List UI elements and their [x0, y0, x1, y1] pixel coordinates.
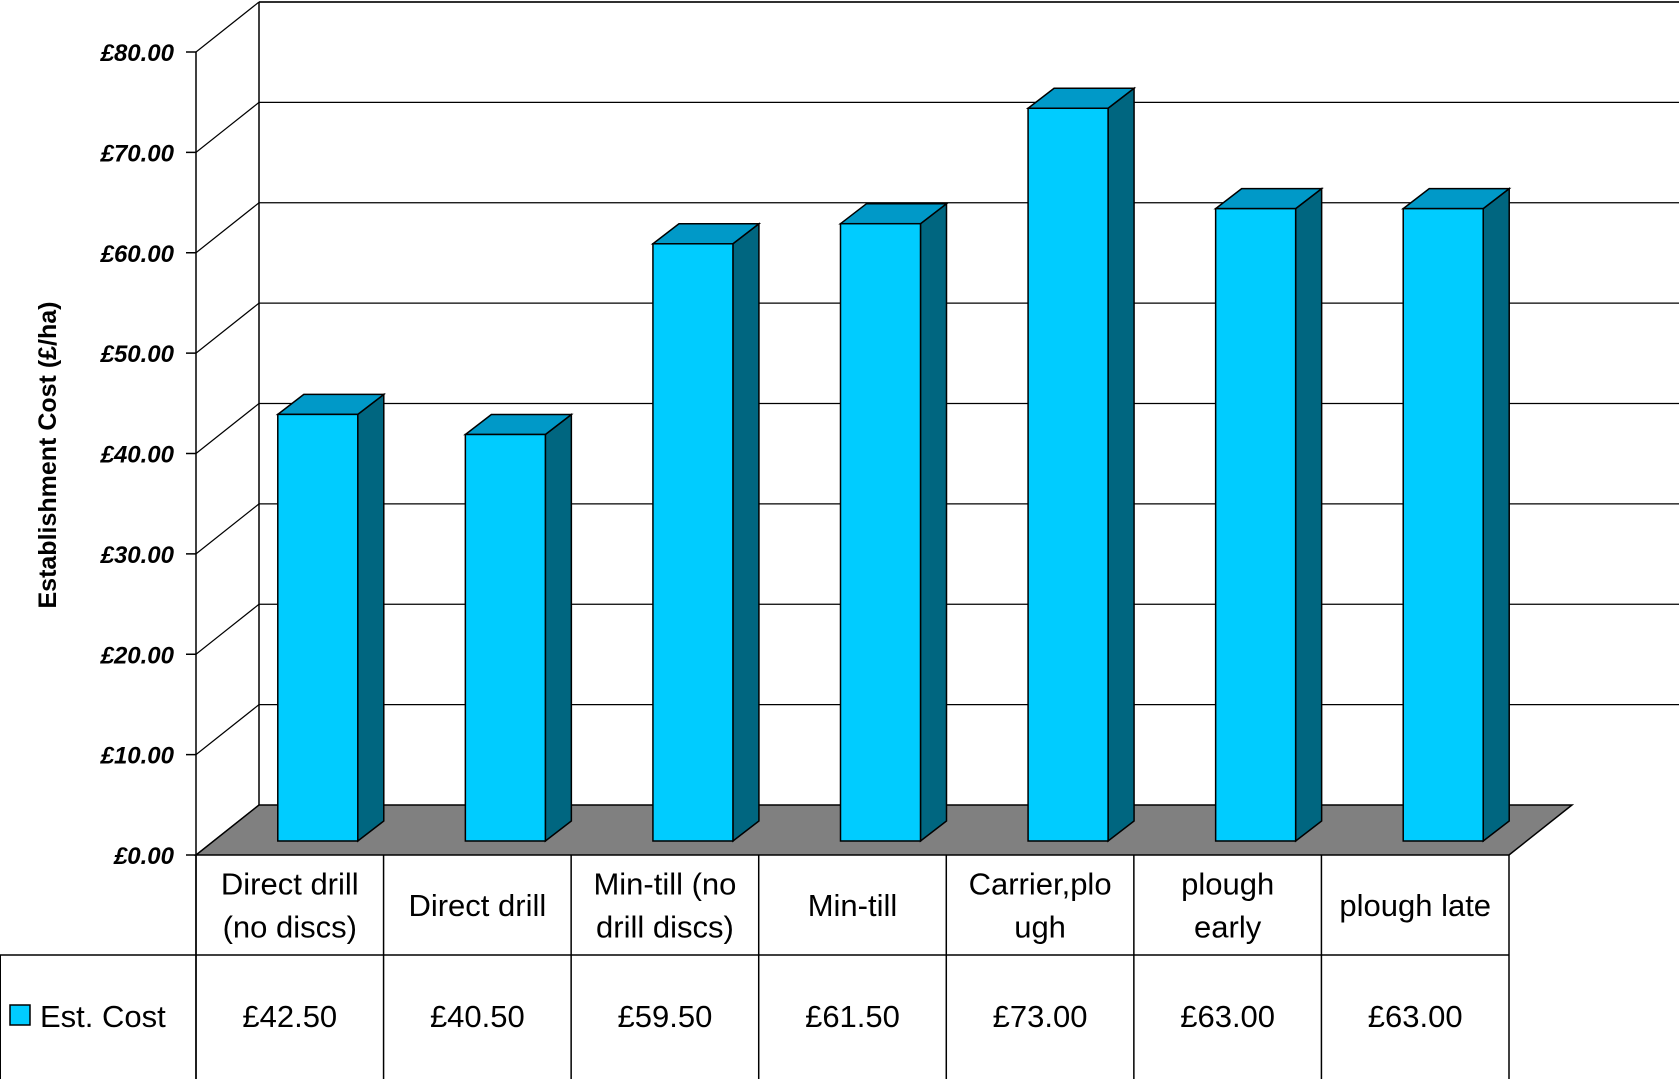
bars: [275, 86, 1512, 843]
y-tick-label: £30.00: [100, 542, 175, 569]
bar-front: [1402, 207, 1484, 842]
y-axis: £0.00 £10.00 £20.00 £30.00 £40.00 £50.00 £60.0…: [100, 40, 196, 870]
bar-side: [544, 412, 573, 843]
y-tick-label: £60.00: [100, 241, 175, 268]
y-tick-label: £0.00: [113, 843, 175, 870]
data-table-value: £59.50: [618, 999, 713, 1034]
legend-label: Est. Cost: [40, 999, 166, 1034]
bar-side: [1482, 187, 1510, 843]
category-label: plough late: [1339, 888, 1491, 923]
bar-front: [1214, 207, 1297, 842]
legend-swatch: [9, 1004, 31, 1026]
bar-front: [464, 433, 547, 842]
category-label: Direct drill: [221, 867, 359, 902]
category-label: Carrier,plo: [969, 867, 1112, 902]
gridline-diagonal: [195, 603, 260, 655]
gridline-diagonal: [195, 503, 260, 555]
bar-5: [1213, 187, 1324, 843]
gridline-diagonal: [195, 202, 260, 254]
y-tick-label: £70.00: [100, 140, 175, 167]
category-label: Min-till (no: [593, 867, 736, 902]
bar-0: [275, 392, 386, 843]
y-tick-label: £20.00: [100, 642, 175, 669]
bar-side: [919, 202, 948, 843]
data-table: Direct drill (no discs) Direct drill Min-ti…: [0, 855, 1510, 1079]
gridline-diagonal: [195, 403, 260, 454]
data-table-value: £63.00: [1180, 999, 1275, 1034]
bar-front: [839, 222, 922, 842]
gridline-diagonal: [195, 1, 260, 53]
gridline-diagonal: [195, 101, 260, 153]
bar-1: [463, 412, 574, 843]
category-label: early: [1194, 910, 1262, 945]
data-table-value: £63.00: [1368, 999, 1463, 1034]
y-tick-label: £80.00: [100, 40, 175, 67]
bar-side: [1294, 187, 1323, 843]
bar-front: [1027, 107, 1109, 842]
bar-3: [838, 202, 949, 843]
bar-4: [1025, 86, 1137, 843]
bar-side: [732, 222, 760, 843]
data-table-value: £73.00: [993, 999, 1088, 1034]
category-label: plough: [1181, 867, 1274, 902]
bar-side: [1107, 86, 1135, 843]
bar-side: [357, 392, 385, 843]
category-label: Min-till: [808, 888, 898, 923]
y-tick-label: £50.00: [100, 341, 175, 368]
gridline-diagonal: [195, 704, 260, 756]
y-tick-label: £40.00: [100, 442, 175, 469]
data-table-value: £40.50: [430, 999, 525, 1034]
y-tick-label: £10.00: [100, 743, 175, 770]
data-table-value: £61.50: [805, 999, 900, 1034]
bar-front: [277, 413, 359, 842]
y-axis-title: Establishment Cost (£/ha): [34, 302, 62, 609]
data-table-value: £42.50: [242, 999, 337, 1034]
category-label: ugh: [1014, 910, 1066, 945]
category-label: Direct drill: [408, 888, 546, 923]
bar-2: [650, 222, 762, 843]
category-label: drill discs): [596, 910, 734, 945]
bar-front: [652, 243, 734, 842]
bar-6: [1401, 187, 1512, 843]
gridline-diagonal: [195, 302, 260, 354]
category-label: (no discs): [223, 910, 357, 945]
